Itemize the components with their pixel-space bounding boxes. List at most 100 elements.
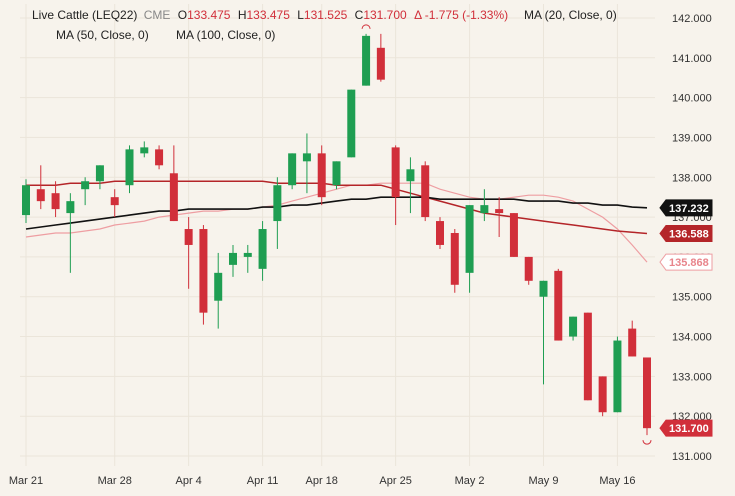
candle [140,141,149,158]
candle-body [421,165,430,218]
candle-body [436,221,444,245]
candle [643,357,651,436]
candle [406,157,415,214]
candle-body [229,252,237,265]
candle-body [598,376,607,413]
candle [184,217,193,289]
candle-body [125,149,134,186]
candle-body [347,89,356,158]
candle-body [406,169,415,182]
price-tick-label: 142.000 [672,13,712,25]
candle [613,336,622,413]
last-value-tag-bg [659,419,713,437]
last-value-tag: 135.868 [659,253,713,271]
price-tick-label: 133.000 [672,371,712,383]
close-value: 131.700 [363,8,407,22]
date-tick-label: Apr 18 [306,475,338,487]
candle [81,177,90,206]
candle-body [258,229,267,269]
candle-body [214,272,223,301]
candle [509,213,518,257]
candle [243,244,252,273]
candle [288,153,297,190]
candle [583,312,592,401]
candle [362,33,371,86]
exchange-name: CME [143,8,171,22]
last-value-tag-bg [659,253,713,271]
moving-average-lines [25,180,648,263]
last-value-tags: 137.232 136.588 135.868 131.700 [659,199,713,437]
candle [317,145,326,206]
candle-body [628,328,637,357]
ma20-legend[interactable]: MA (20, Close, 0) [524,8,617,22]
candle [214,252,223,329]
candle-body [22,185,30,216]
candle [376,33,385,82]
candle-body [509,213,518,257]
last-value-tag-label: 135.868 [669,257,709,269]
open-value: 133.475 [187,8,231,22]
symbol-name[interactable]: Live Cattle (LEQ22) [32,8,138,22]
date-tick-label: May 2 [455,475,485,487]
price-tick-label: 134.000 [672,332,712,344]
high-label: H [237,8,247,22]
open-label: O [177,8,188,22]
candle-body [169,173,178,222]
ma100-legend[interactable]: MA (100, Close, 0) [176,28,276,42]
candle [495,197,504,237]
candle [258,221,267,281]
candle-body [155,149,164,166]
candles-group [22,33,651,436]
candle [539,280,548,385]
date-tick-label: Mar 21 [9,475,43,487]
high-low-markers [361,24,652,445]
candle [347,89,356,158]
candle-body [583,312,592,401]
price-tick-label: 140.000 [672,93,712,105]
candle-body [332,161,341,186]
candle-body [480,205,489,214]
change-value: Δ -1.775 (-1.33%) [414,8,509,22]
price-tick-label: 141.000 [672,53,712,65]
date-tick-label: May 9 [529,475,559,487]
last-value-tag-bg [659,199,713,217]
candle-body [199,229,208,313]
candle [332,161,341,190]
candle-body [569,316,578,337]
date-tick-label: May 16 [599,475,635,487]
candle [51,181,60,218]
ma50-legend[interactable]: MA (50, Close, 0) [56,28,149,42]
candle [421,161,430,222]
candle [465,205,474,293]
candle [628,320,637,357]
low-value: 131.525 [303,8,348,22]
candle-body [51,193,60,210]
low-label: L [297,8,304,22]
candle [554,268,563,341]
candle [598,376,607,417]
candle-body [36,189,45,202]
candle-body [110,197,119,206]
ma-line-0 [25,182,648,263]
candle [110,189,119,218]
candle [524,256,533,285]
candle [125,145,134,194]
candle-body [524,256,533,281]
time-axis[interactable]: Mar 21 Mar 28 Apr 4 Apr 11 Apr 18 Apr 25 May 2… [9,475,636,487]
last-value-tag-label: 136.588 [669,228,709,240]
candle-body [391,147,400,198]
candle-body [554,270,563,341]
price-tick-label: 138.000 [672,172,712,184]
period-low-marker [642,440,652,445]
candle-body [643,357,651,429]
candle [450,229,459,293]
candle-body [243,252,252,257]
candle-body [613,340,622,413]
last-value-tag: 136.588 [659,224,713,242]
last-value-tag: 137.232 [659,199,713,217]
last-value-tag-label: 131.700 [669,423,709,435]
candle-body [95,165,104,182]
date-tick-label: Mar 28 [98,475,132,487]
